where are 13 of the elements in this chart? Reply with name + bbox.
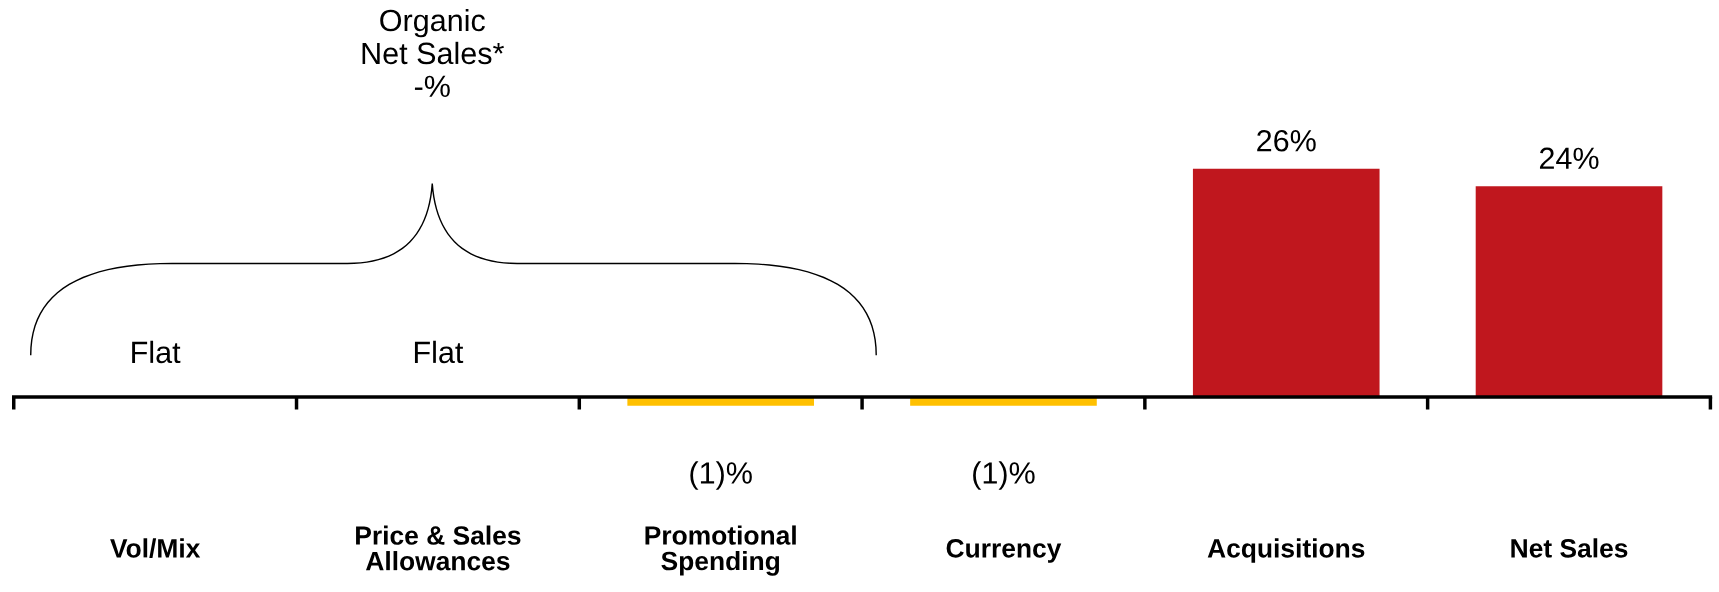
data-label: (1)% [973,461,1035,490]
data-label: 24% [1539,147,1599,170]
x-tick-label: Acquisitions [1207,538,1365,563]
data-label: (1)% [690,461,752,490]
x-tick-label: Currency [946,538,1062,563]
data-label: Flat [132,340,181,364]
x-tick-label: Vol/Mix [110,538,201,558]
x-tick-label: Net Sales [1511,538,1628,558]
x-tick-label: Promotional Spending [645,525,796,576]
text: Organic Net Sales* -% [362,8,504,98]
x-tick-label: Price & Sales Allowances [356,525,521,571]
data-label: Flat [414,340,464,364]
data-label: 26% [1257,129,1316,152]
